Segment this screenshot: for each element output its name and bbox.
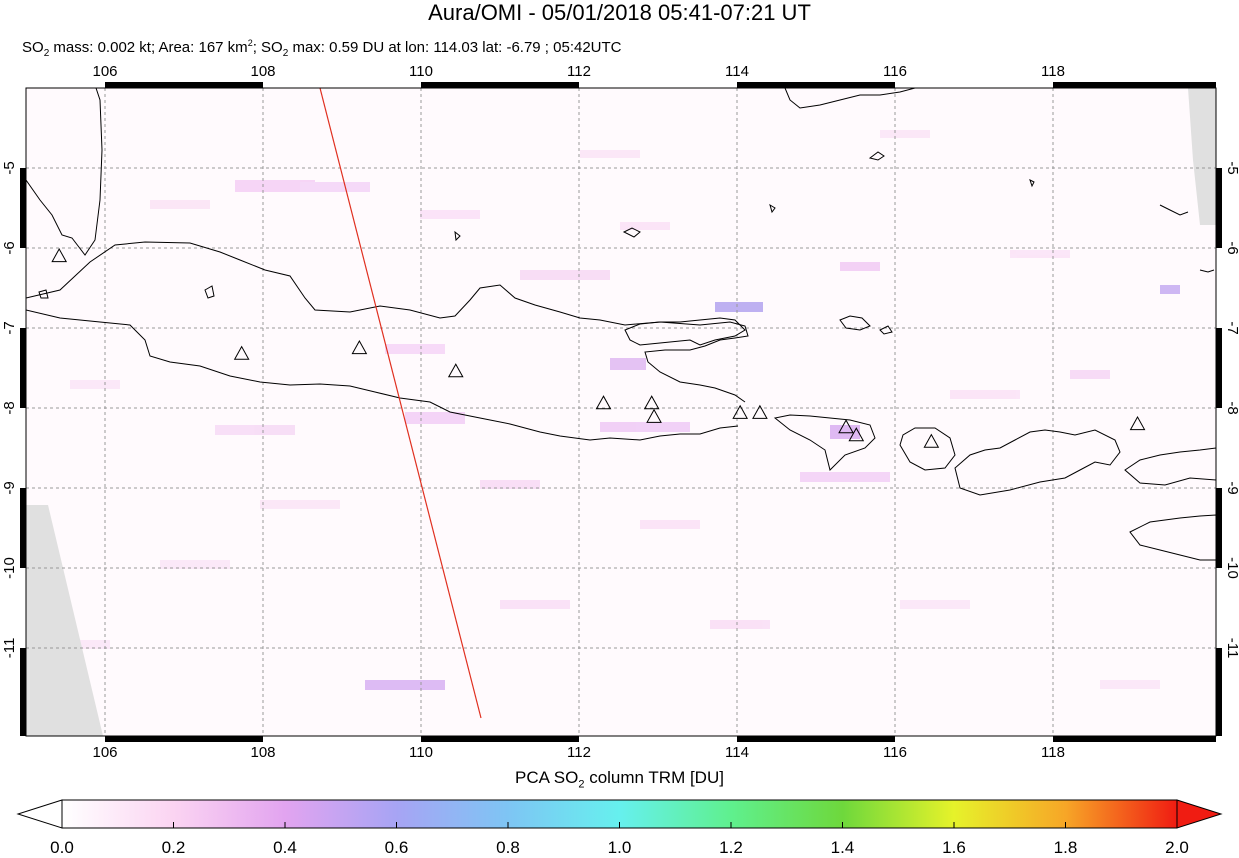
volcano-triangle-icon xyxy=(838,419,854,434)
lon-tick-label: 118 xyxy=(1041,63,1065,80)
so2-swath-streaks xyxy=(50,130,1180,690)
colorbar-tick-label: 1.4 xyxy=(830,838,855,857)
lon-tick-label: 108 xyxy=(250,744,275,761)
colorbar-title: PCA SO2 column TRM [DU] xyxy=(515,768,724,791)
lat-tick-label: -11 xyxy=(1,638,18,659)
colorbar-tick-label: 1.0 xyxy=(607,838,632,857)
colorbar-tick-label: 0.0 xyxy=(50,838,74,857)
lat-tick-label: -10 xyxy=(1224,557,1239,579)
colorbar-tick-label: 0.4 xyxy=(273,838,297,857)
lon-frame-bars xyxy=(105,82,1216,742)
lat-tick-label: -8 xyxy=(1224,401,1239,414)
map-title: Aura/OMI - 05/01/2018 05:41-07:21 UT xyxy=(428,0,811,25)
volcano-triangle-icon xyxy=(447,363,464,378)
volcano-triangle-icon xyxy=(752,404,768,419)
volcano-triangle-icon xyxy=(595,395,612,410)
lon-labels-bottom: 106 108 110 112 114 116 118 xyxy=(92,744,1064,761)
so2-summary: SO2 mass: 0.002 kt; Area: 167 km2; SO2 m… xyxy=(22,38,622,59)
lat-tick-label: -5 xyxy=(1224,161,1239,174)
lat-tick-label: -9 xyxy=(1224,481,1239,494)
plot-frame xyxy=(25,87,1217,737)
lon-tick-label: 110 xyxy=(409,63,433,80)
missing-data-east xyxy=(1188,88,1216,225)
volcano-triangle-icon xyxy=(923,433,940,448)
lon-tick-label: 114 xyxy=(725,744,749,761)
missing-data-west xyxy=(26,505,103,736)
lat-tick-label: -8 xyxy=(1,401,18,414)
orbit-track-line xyxy=(319,88,482,719)
lon-labels-top: 106 108 110 112 114 116 118 xyxy=(92,63,1064,80)
colorbar xyxy=(16,799,1223,829)
volcano-triangle-icon xyxy=(233,345,250,360)
volcano-triangle-icon xyxy=(351,339,368,355)
colorbar-tick-label: 1.8 xyxy=(1053,838,1078,857)
colorbar-min-arrow xyxy=(16,799,63,829)
volcano-triangle-icon xyxy=(646,408,662,423)
lon-tick-label: 118 xyxy=(1041,744,1065,761)
colorbar-tick-label: 0.6 xyxy=(384,838,409,857)
lon-tick-label: 116 xyxy=(883,744,907,761)
volcano-triangle-icon xyxy=(732,404,749,419)
lon-tick-label: 106 xyxy=(92,744,117,761)
lat-tick-label: -6 xyxy=(1,241,18,254)
lat-labels-left: -5 -6 -7 -8 -9 -10 -11 xyxy=(1,161,18,658)
lon-tick-label: 108 xyxy=(250,63,275,80)
lon-tick-label: 106 xyxy=(92,63,117,80)
colorbar-tick-label: 1.2 xyxy=(719,838,743,857)
volcano-triangle-icon xyxy=(643,395,660,410)
colorbar-tick-label: 0.8 xyxy=(496,838,520,857)
lat-tick-label: -5 xyxy=(1,161,18,174)
volcano-triangle-icon xyxy=(51,247,68,263)
colorbar-tick-label: 1.6 xyxy=(942,838,966,857)
lon-tick-label: 110 xyxy=(409,744,433,761)
lat-tick-label: -7 xyxy=(1224,321,1239,334)
lon-tick-label: 112 xyxy=(567,63,591,80)
lat-tick-label: -10 xyxy=(1,557,18,579)
plot-area xyxy=(26,88,1216,736)
colorbar-tick-label: 0.2 xyxy=(161,838,186,857)
colorbar-ticks xyxy=(61,822,1178,828)
volcano-triangle-icon xyxy=(848,427,865,442)
lon-tick-label: 114 xyxy=(725,63,749,80)
volcano-markers xyxy=(51,247,1146,448)
lat-tick-label: -7 xyxy=(1,321,18,334)
lon-tick-label: 116 xyxy=(883,63,907,80)
coastlines xyxy=(26,88,1216,561)
lat-labels-right: -5 -6 -7 -8 -9 -10 -11 xyxy=(1224,161,1239,658)
colorbar-tick-label: 2.0 xyxy=(1165,838,1189,857)
lon-tick-label: 112 xyxy=(567,744,591,761)
lat-tick-label: -9 xyxy=(1,481,18,494)
lat-frame-bars xyxy=(20,168,1222,736)
volcano-triangle-icon xyxy=(1129,415,1146,431)
colorbar-max-arrow xyxy=(1176,799,1223,829)
lat-tick-label: -6 xyxy=(1224,241,1239,254)
lat-tick-label: -11 xyxy=(1224,638,1239,659)
